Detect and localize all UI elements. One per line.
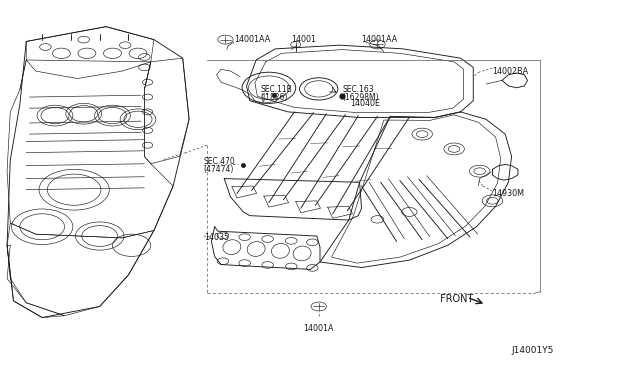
Text: FRONT: FRONT (440, 294, 474, 304)
Text: 14001AA: 14001AA (234, 35, 270, 44)
Text: (16298M): (16298M) (342, 93, 379, 102)
Text: 14040E: 14040E (351, 99, 381, 108)
Text: 14001A: 14001A (303, 324, 334, 333)
Text: (J1826): (J1826) (260, 93, 288, 102)
Text: 14001AA: 14001AA (362, 35, 397, 44)
Text: 14001: 14001 (291, 35, 316, 44)
Text: J14001Y5: J14001Y5 (511, 346, 554, 355)
Text: SEC.11B: SEC.11B (260, 85, 292, 94)
Text: (47474): (47474) (204, 165, 234, 174)
Text: 14002BA: 14002BA (492, 67, 529, 76)
Text: SEC.163: SEC.163 (342, 85, 374, 94)
Text: 14035: 14035 (204, 233, 229, 243)
Text: 14930M: 14930M (492, 189, 524, 198)
Text: SEC.470: SEC.470 (204, 157, 236, 166)
